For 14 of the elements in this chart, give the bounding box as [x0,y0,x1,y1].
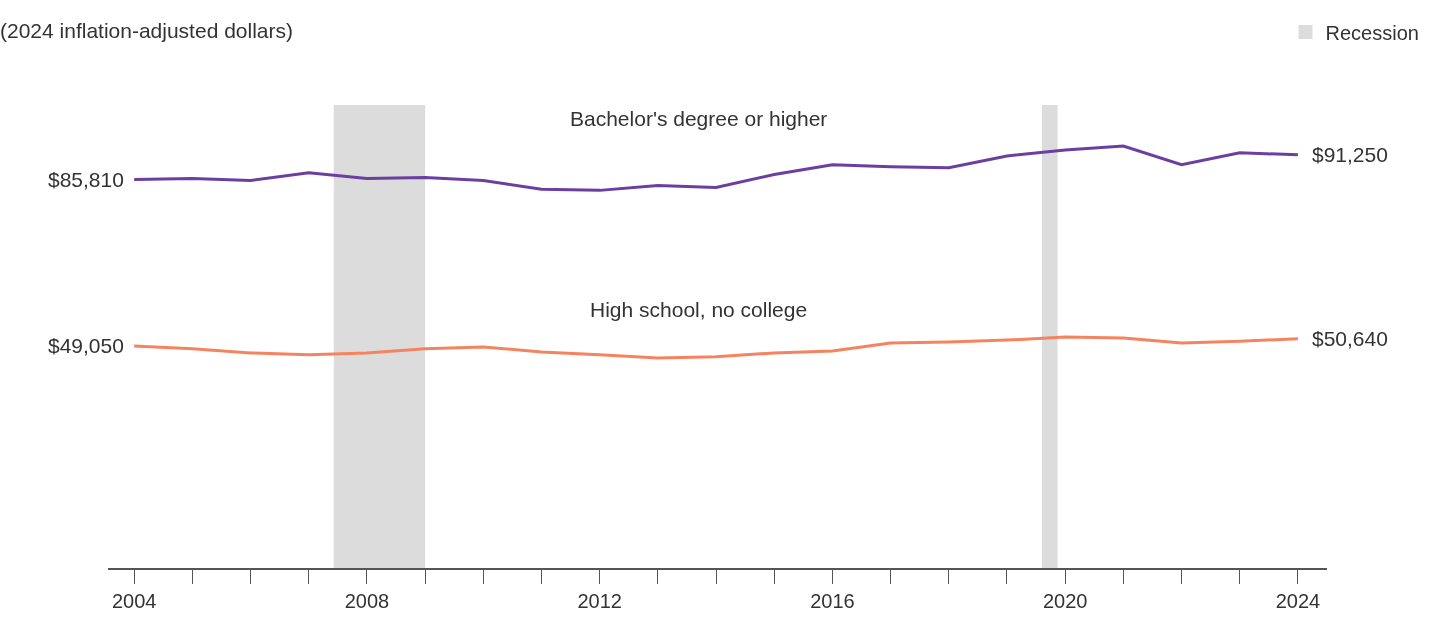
series-label: Bachelor's degree or higher [570,107,828,130]
data-label: $91,250 [1312,143,1388,166]
x-tick-label: 2008 [344,589,390,612]
x-tick-label: 2024 [1275,589,1321,612]
x-tick-label: 2012 [577,589,622,612]
chart-subtitle: (2024 inflation-adjusted dollars) [0,19,294,42]
data-label: $49,050 [48,334,124,357]
x-tick-label: 2020 [1042,589,1088,612]
data-label: $85,810 [48,168,124,191]
legend-label: Recession [1325,21,1419,44]
x-tick-label: 2016 [810,589,855,612]
series-label: High school, no college [590,298,808,321]
data-label: $50,640 [1312,327,1388,350]
x-tick-label: 2004 [111,589,157,612]
